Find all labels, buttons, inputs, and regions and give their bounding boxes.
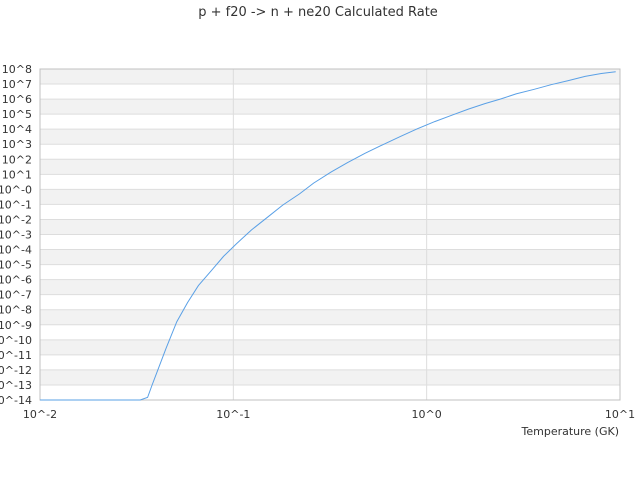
plot-band <box>40 219 620 235</box>
plot-grid <box>39 68 621 401</box>
x-tick-label: 10^0 <box>412 408 442 421</box>
plot-band <box>40 159 620 175</box>
y-tick-label: 10^-3 <box>0 229 32 242</box>
chart-title: p + f20 -> n + ne20 Calculated Rate <box>198 5 438 20</box>
plot-band <box>40 339 620 355</box>
y-tick-label: 10^-13 <box>0 379 32 392</box>
y-tick-label: 10^-4 <box>0 244 32 257</box>
y-tick-label: 10^5 <box>2 108 32 121</box>
y-tick-label: 10^-14 <box>0 394 32 407</box>
y-tick-label: 10^-10 <box>0 334 32 347</box>
plot-band <box>40 189 620 205</box>
y-tick-label: 10^-12 <box>0 364 32 377</box>
x-axis-ticks: 10^-2 10^-1 10^0 10^1 <box>23 408 635 421</box>
y-tick-label: 10^4 <box>2 123 32 136</box>
plot-band <box>40 69 620 85</box>
y-axis-ticks: 10^8 10^7 10^6 10^5 10^4 10^3 10^2 10^1 10^-0 10^… <box>0 63 32 407</box>
y-tick-label: 10^6 <box>2 93 32 106</box>
y-tick-label: 10^1 <box>2 168 32 181</box>
x-tick-label: 10^-1 <box>216 408 250 421</box>
y-tick-label: 10^-0 <box>0 183 32 196</box>
y-tick-label: 10^2 <box>2 153 32 166</box>
plot-band <box>40 279 620 295</box>
y-tick-label: 10^8 <box>2 63 32 76</box>
series-group <box>40 71 616 401</box>
x-tick-label: 10^1 <box>605 408 635 421</box>
y-tick-label: 10^-1 <box>0 198 32 211</box>
y-tick-label: 10^-8 <box>0 304 32 317</box>
y-tick-label: 10^-5 <box>0 259 32 272</box>
y-tick-label: 10^-9 <box>0 319 32 332</box>
x-tick-label: 10^-2 <box>23 408 57 421</box>
y-tick-label: 10^-6 <box>0 274 32 287</box>
plot-band <box>40 249 620 265</box>
plot-band <box>40 129 620 145</box>
plot-band <box>40 309 620 325</box>
plot-band <box>40 99 620 115</box>
y-tick-label: 10^-2 <box>0 213 32 226</box>
series-line <box>40 71 616 401</box>
plot-band <box>40 369 620 385</box>
y-tick-label: 10^-11 <box>0 349 32 362</box>
y-tick-label: 10^3 <box>2 138 32 151</box>
plot-frame <box>39 68 621 401</box>
x-axis-label: Temperature (GK) <box>521 425 620 438</box>
y-tick-label: 10^-7 <box>0 289 32 302</box>
y-tick-label: 10^7 <box>2 78 32 91</box>
plot-bands <box>40 69 620 385</box>
